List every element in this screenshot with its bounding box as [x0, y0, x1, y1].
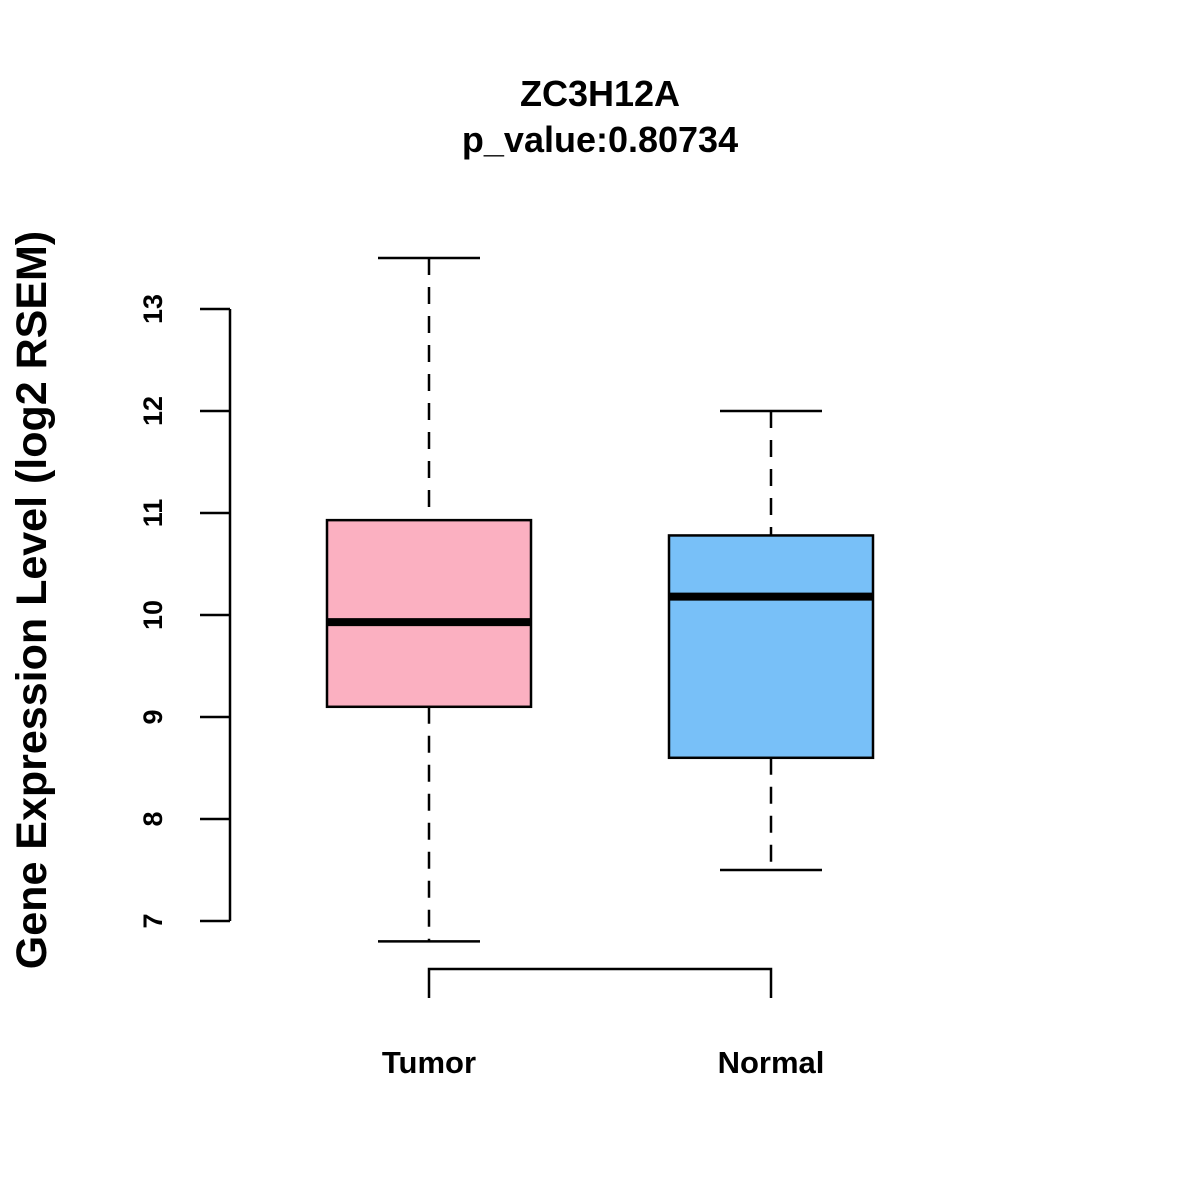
iqr-box — [667, 534, 875, 760]
chart-title: ZC3H12A — [520, 73, 680, 114]
y-tick-label: 8 — [138, 811, 168, 826]
y-tick-label: 12 — [138, 396, 168, 426]
box-normal — [667, 409, 875, 872]
x-label-normal: Normal — [718, 1045, 825, 1080]
x-label-tumor: Tumor — [382, 1045, 476, 1080]
bracket-line — [427, 967, 773, 998]
iqr-box — [325, 518, 533, 709]
y-axis: 7 8 9 10 11 12 13 — [138, 294, 232, 929]
y-tick-label: 13 — [138, 294, 168, 324]
chart-subtitle: p_value:0.80734 — [462, 119, 738, 160]
y-tick-label: 7 — [138, 913, 168, 928]
x-axis-labels: Tumor Normal — [382, 1045, 824, 1080]
comparison-bracket — [427, 967, 773, 998]
box-tumor — [325, 256, 533, 943]
y-tick-label: 10 — [138, 600, 168, 630]
boxes-group — [325, 256, 875, 943]
y-tick-label: 9 — [138, 709, 168, 724]
y-axis-label: Gene Expression Level (log2 RSEM) — [8, 231, 56, 969]
y-tick-label: 11 — [138, 499, 168, 528]
